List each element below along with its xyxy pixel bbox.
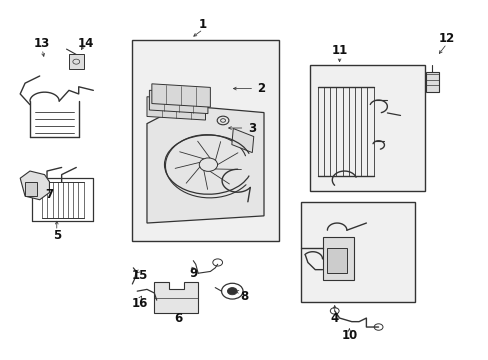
Text: 9: 9 xyxy=(189,267,197,280)
Text: 1: 1 xyxy=(199,18,207,31)
Polygon shape xyxy=(149,90,207,114)
Bar xyxy=(132,40,278,241)
Polygon shape xyxy=(152,84,210,107)
Text: 13: 13 xyxy=(34,37,50,50)
Bar xyxy=(426,72,438,92)
Bar xyxy=(25,182,37,196)
Polygon shape xyxy=(20,171,49,200)
Text: 2: 2 xyxy=(257,82,265,95)
Bar xyxy=(322,237,353,280)
Polygon shape xyxy=(231,129,253,153)
Text: 4: 4 xyxy=(330,311,338,325)
Text: 12: 12 xyxy=(438,32,454,45)
Text: 16: 16 xyxy=(131,297,147,310)
Text: 10: 10 xyxy=(341,329,357,342)
Text: 3: 3 xyxy=(247,122,255,135)
Text: 7: 7 xyxy=(45,188,53,201)
Text: 14: 14 xyxy=(78,37,94,50)
Text: 5: 5 xyxy=(53,229,61,242)
Bar xyxy=(300,202,414,302)
Text: 11: 11 xyxy=(331,44,347,57)
Bar xyxy=(310,65,424,191)
Polygon shape xyxy=(147,105,264,223)
Text: 15: 15 xyxy=(131,269,147,282)
Polygon shape xyxy=(154,282,198,313)
Bar xyxy=(69,54,83,69)
Circle shape xyxy=(227,288,237,295)
Text: 8: 8 xyxy=(240,290,248,303)
Polygon shape xyxy=(147,97,205,120)
Text: 6: 6 xyxy=(174,311,183,325)
Bar xyxy=(327,248,346,273)
